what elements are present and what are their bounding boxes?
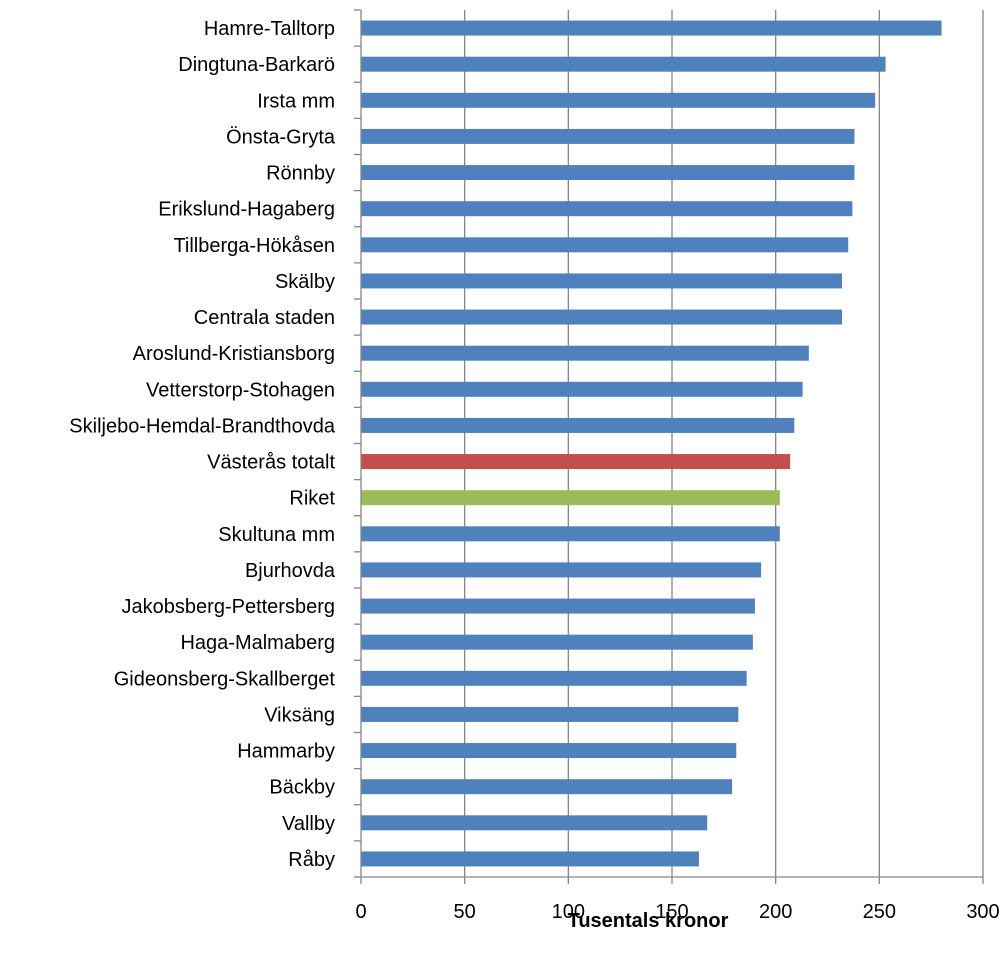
bar bbox=[361, 201, 853, 217]
bar bbox=[361, 381, 803, 397]
bar bbox=[361, 165, 855, 181]
bar bbox=[361, 417, 795, 433]
category-label: Viksäng bbox=[264, 704, 335, 726]
category-label: Jakobsberg-Pettersberg bbox=[122, 596, 335, 618]
category-label: Gideonsberg-Skallberget bbox=[114, 668, 336, 690]
bar bbox=[361, 237, 849, 253]
category-label: Bjurhovda bbox=[245, 560, 336, 582]
bar bbox=[361, 562, 762, 578]
bar bbox=[361, 526, 780, 542]
x-tick-label: 150 bbox=[655, 901, 688, 923]
category-label: Vallby bbox=[282, 813, 335, 835]
x-tick-label: 50 bbox=[454, 901, 476, 923]
category-label: Dingtuna-Barkarö bbox=[178, 54, 335, 76]
category-label: Hammarby bbox=[237, 741, 335, 763]
category-label: Rönnby bbox=[266, 163, 335, 185]
category-label: Erikslund-Hagaberg bbox=[158, 199, 335, 221]
category-label: Önsta-Gryta bbox=[226, 126, 336, 148]
bars bbox=[361, 20, 942, 867]
bar bbox=[361, 56, 886, 72]
category-label: Bäckby bbox=[269, 777, 335, 799]
bar bbox=[361, 273, 843, 289]
category-label: Irsta mm bbox=[257, 90, 335, 112]
bar bbox=[361, 128, 855, 144]
x-tick-label: 100 bbox=[552, 901, 585, 923]
x-tick-label: 300 bbox=[966, 901, 999, 923]
x-tick-label: 250 bbox=[863, 901, 896, 923]
category-label: Tillberga-Hökåsen bbox=[173, 235, 335, 257]
bar bbox=[361, 670, 747, 686]
x-tick-labels: 0 50 100 150 200 250 300 bbox=[355, 901, 999, 923]
bar bbox=[361, 454, 791, 470]
category-labels: Hamre-Talltorp Dingtuna-Barkarö Irsta mm Ön… bbox=[69, 18, 336, 871]
category-label: Centrala staden bbox=[194, 307, 335, 329]
bar bbox=[361, 20, 942, 36]
category-label: Västerås totalt bbox=[207, 452, 335, 474]
category-label: Skälby bbox=[275, 271, 335, 293]
category-label: Aroslund-Kristiansborg bbox=[133, 343, 335, 365]
bar bbox=[361, 309, 843, 325]
category-label: Skiljebo-Hemdal-Brandthovda bbox=[69, 415, 336, 437]
x-tick-label: 0 bbox=[355, 901, 366, 923]
category-label: Hamre-Talltorp bbox=[204, 18, 335, 40]
category-label: Råby bbox=[288, 849, 335, 871]
bar bbox=[361, 779, 733, 795]
bar bbox=[361, 743, 737, 759]
bar bbox=[361, 490, 780, 506]
bar bbox=[361, 706, 739, 722]
bar bbox=[361, 92, 876, 108]
gridlines bbox=[464, 10, 984, 877]
bar bbox=[361, 345, 809, 361]
bar bbox=[361, 815, 708, 831]
category-label: Vetterstorp-Stohagen bbox=[146, 379, 335, 401]
x-tick-label: 200 bbox=[759, 901, 792, 923]
axes bbox=[354, 9, 984, 884]
category-label: Riket bbox=[289, 488, 335, 510]
bar bbox=[361, 598, 755, 614]
category-label: Haga-Malmaberg bbox=[180, 632, 335, 654]
x-axis-title: Tusentals kronor bbox=[568, 910, 729, 932]
category-label: Skultuna mm bbox=[218, 524, 335, 546]
bar bbox=[361, 634, 753, 650]
bar bbox=[361, 851, 699, 867]
